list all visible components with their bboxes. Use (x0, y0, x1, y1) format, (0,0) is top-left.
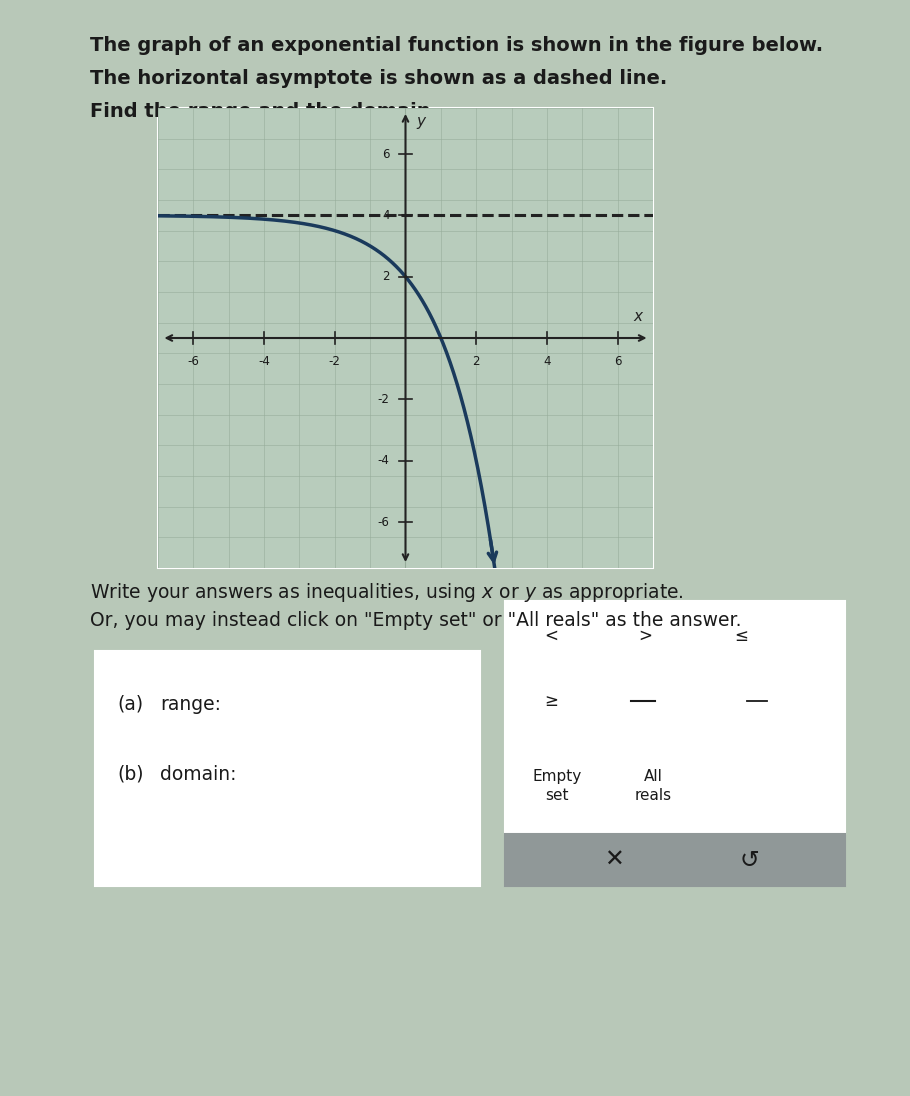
Bar (158, 109, 653, 568)
Text: 4: 4 (543, 355, 551, 368)
Bar (633, 704, 653, 720)
Bar (270, 767, 294, 791)
Bar (748, 686, 766, 699)
Text: ✕: ✕ (604, 848, 623, 872)
Bar (559, 690, 579, 711)
Text: range:: range: (160, 695, 221, 713)
Text: Find the range and the domain.: Find the range and the domain. (90, 102, 438, 121)
Bar (653, 626, 673, 646)
Text: -6: -6 (378, 515, 389, 528)
Text: -2: -2 (329, 355, 340, 368)
Text: ≥: ≥ (544, 692, 558, 710)
Text: Empty
set: Empty set (532, 769, 581, 802)
Text: The horizontal asymptote is shown as a dashed line.: The horizontal asymptote is shown as a d… (90, 69, 667, 88)
Bar (617, 626, 637, 646)
Text: Or, you may instead click on "Empty set" or "All reals" as the answer.: Or, you may instead click on "Empty set"… (90, 610, 742, 630)
Text: 6: 6 (614, 355, 622, 368)
Text: -4: -4 (378, 454, 389, 467)
Text: Write your answers as inequalities, using $x$ or $y$ as appropriate.: Write your answers as inequalities, usin… (90, 581, 683, 604)
Text: The graph of an exponential function is shown in the figure below.: The graph of an exponential function is … (90, 36, 824, 55)
Bar (749, 626, 769, 646)
Text: ↺: ↺ (740, 848, 760, 872)
Text: domain:: domain: (160, 765, 237, 784)
Bar (633, 682, 653, 698)
Text: (b): (b) (117, 765, 144, 784)
Bar (505, 601, 845, 834)
Bar (725, 687, 747, 715)
Text: (a): (a) (117, 695, 143, 713)
Bar (748, 704, 766, 717)
Bar (95, 651, 480, 886)
Bar (559, 626, 579, 646)
Text: 4: 4 (382, 209, 389, 221)
Bar (713, 626, 733, 646)
Text: -4: -4 (258, 355, 270, 368)
Text: ≤: ≤ (734, 627, 748, 646)
Bar (255, 697, 279, 721)
Text: <: < (544, 627, 558, 646)
Text: >: > (638, 627, 652, 646)
Text: y: y (416, 114, 425, 129)
Bar (523, 626, 543, 646)
Text: 2: 2 (382, 271, 389, 283)
Text: -6: -6 (187, 355, 199, 368)
Text: x: x (633, 309, 642, 324)
Text: 2: 2 (472, 355, 480, 368)
Bar (505, 834, 845, 886)
Text: All
reals: All reals (634, 769, 672, 802)
Bar (523, 690, 543, 711)
Text: 6: 6 (382, 148, 389, 160)
Text: -2: -2 (378, 392, 389, 406)
